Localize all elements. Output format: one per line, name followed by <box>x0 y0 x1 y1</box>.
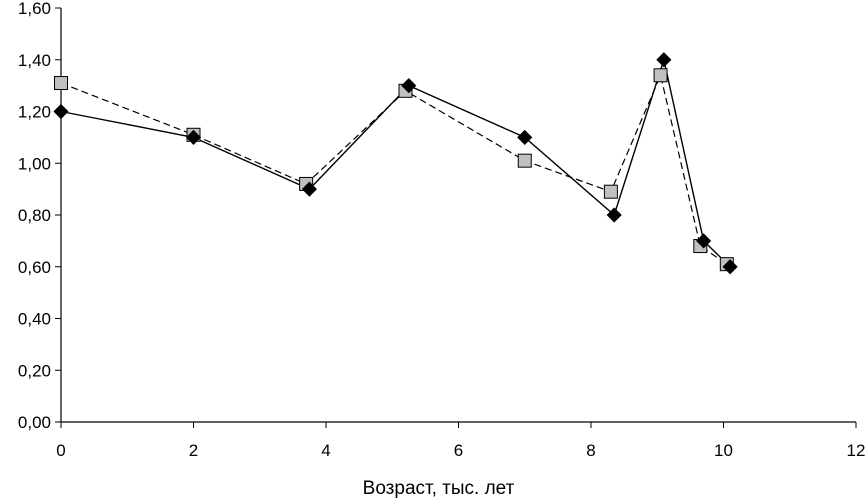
diamond-marker <box>301 181 318 197</box>
y-tick-label: 0,00 <box>18 413 51 432</box>
square-marker <box>54 76 68 91</box>
x-tick-label: 0 <box>56 441 65 460</box>
y-tick-label: 0,40 <box>18 310 51 329</box>
axes <box>55 7 857 428</box>
series-lines <box>60 57 731 268</box>
y-tick-label: 1,40 <box>18 51 51 70</box>
y-tick-label: 1,60 <box>18 0 51 18</box>
x-axis-title: Возраст, тыс. лет <box>363 478 515 498</box>
square-marker <box>517 153 532 168</box>
square-marker <box>603 184 618 199</box>
diamond-marker <box>401 78 417 94</box>
diamond-marker <box>517 129 533 145</box>
y-tick-label: 1,20 <box>18 103 51 122</box>
y-tick-label: 0,60 <box>18 258 51 277</box>
series-line-diamond <box>60 57 731 268</box>
series-line-square <box>60 73 728 265</box>
series-markers <box>53 52 738 275</box>
diamond-marker <box>185 129 202 145</box>
x-tick-label: 4 <box>321 441 330 460</box>
x-tick-label: 2 <box>189 441 198 460</box>
square-marker <box>653 68 668 83</box>
x-tick-label: 10 <box>714 441 733 460</box>
x-tick-label: 8 <box>586 441 595 460</box>
y-tick-label: 0,20 <box>18 361 51 380</box>
y-tick-label: 1,00 <box>18 154 51 173</box>
diamond-marker <box>696 233 712 249</box>
x-tick-label: 12 <box>847 441 866 460</box>
y-tick-label: 0,80 <box>18 206 51 225</box>
diamond-marker <box>606 207 622 223</box>
tick-labels: 0,00 0,20 0,40 0,60 0,80 1,00 1,20 1,40 1,60 0 2 4 6… <box>18 0 866 460</box>
diamond-marker <box>722 259 738 275</box>
diamond-marker <box>53 103 69 120</box>
diamond-marker <box>656 52 672 68</box>
x-tick-label: 6 <box>454 441 463 460</box>
